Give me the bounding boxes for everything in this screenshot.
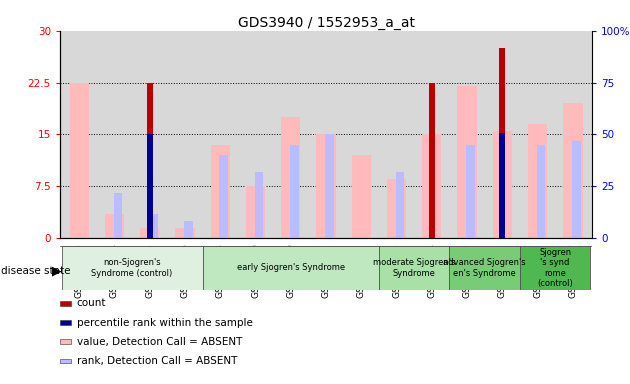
Bar xyxy=(396,172,404,238)
Bar xyxy=(537,145,546,238)
Bar xyxy=(499,133,505,238)
Bar xyxy=(290,145,299,238)
Bar xyxy=(62,246,203,290)
Bar xyxy=(147,83,153,238)
Bar xyxy=(246,186,265,238)
Bar xyxy=(60,359,71,363)
Text: percentile rank within the sample: percentile rank within the sample xyxy=(77,318,253,328)
Text: Sjogren
's synd
rome
(control): Sjogren 's synd rome (control) xyxy=(537,248,573,288)
Bar xyxy=(281,117,301,238)
Bar xyxy=(105,214,124,238)
Bar xyxy=(387,179,406,238)
Text: moderate Sjogren's
Syndrome: moderate Sjogren's Syndrome xyxy=(373,258,455,278)
Bar xyxy=(449,246,520,290)
Title: GDS3940 / 1552953_a_at: GDS3940 / 1552953_a_at xyxy=(238,16,415,30)
Bar xyxy=(428,83,435,238)
Bar xyxy=(203,246,379,290)
Bar xyxy=(255,172,263,238)
Text: disease state: disease state xyxy=(1,266,71,276)
Text: advanced Sjogren's
en's Syndrome: advanced Sjogren's en's Syndrome xyxy=(444,258,526,278)
Bar xyxy=(219,155,228,238)
Bar xyxy=(466,145,475,238)
Bar xyxy=(149,214,158,238)
Bar xyxy=(140,228,159,238)
Bar xyxy=(379,246,449,290)
Bar xyxy=(60,339,71,344)
Bar xyxy=(175,228,195,238)
Bar xyxy=(572,141,581,238)
Bar xyxy=(520,246,590,290)
Bar xyxy=(60,320,71,325)
Text: rank, Detection Call = ABSENT: rank, Detection Call = ABSENT xyxy=(77,356,237,366)
Text: value, Detection Call = ABSENT: value, Detection Call = ABSENT xyxy=(77,337,242,347)
Bar xyxy=(113,193,122,238)
Bar xyxy=(69,83,89,238)
Bar xyxy=(457,86,477,238)
Bar xyxy=(184,221,193,238)
Bar xyxy=(147,134,153,238)
Bar xyxy=(499,48,505,238)
Bar xyxy=(493,131,512,238)
Bar xyxy=(325,134,334,238)
Bar xyxy=(422,134,442,238)
Text: ▶: ▶ xyxy=(52,264,62,277)
Bar xyxy=(316,134,336,238)
Bar xyxy=(563,103,583,238)
Text: early Sjogren's Syndrome: early Sjogren's Syndrome xyxy=(237,263,345,272)
Text: non-Sjogren's
Syndrome (control): non-Sjogren's Syndrome (control) xyxy=(91,258,173,278)
Text: count: count xyxy=(77,298,106,308)
Bar xyxy=(210,145,230,238)
Bar xyxy=(352,155,371,238)
Bar xyxy=(528,124,547,238)
Bar xyxy=(60,301,71,306)
